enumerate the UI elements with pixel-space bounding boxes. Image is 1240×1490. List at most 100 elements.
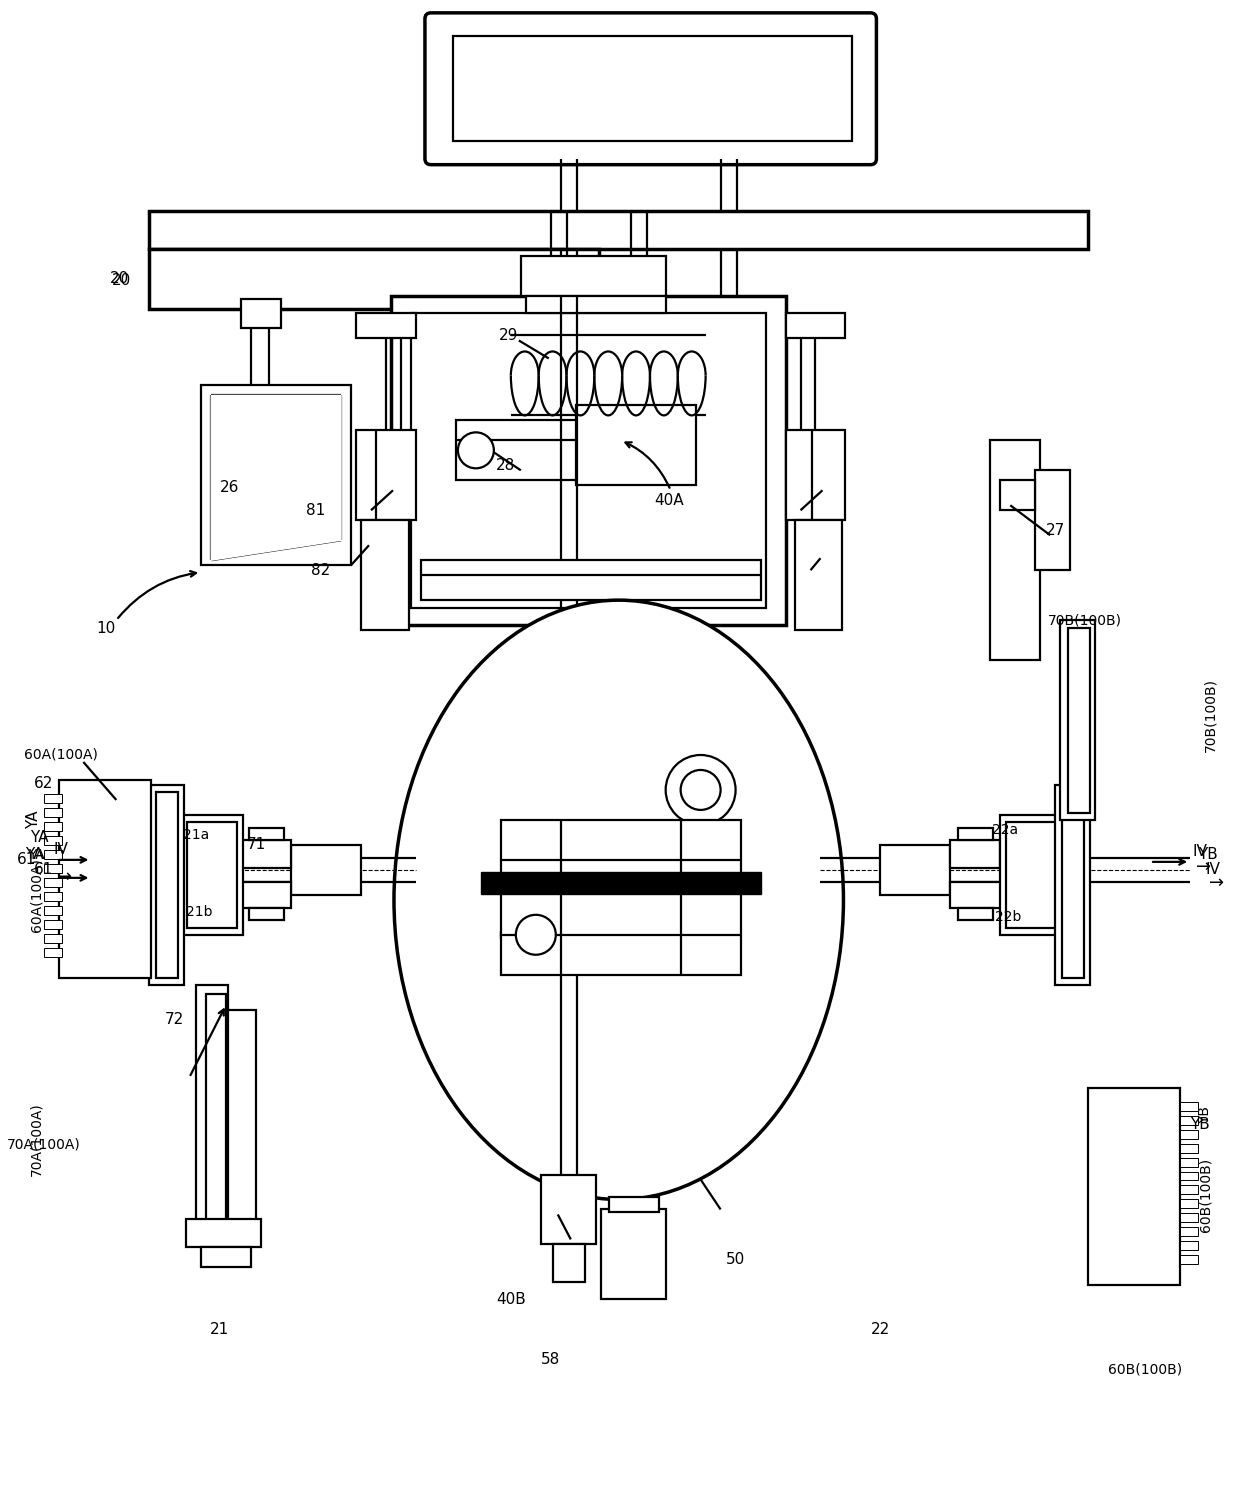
Text: YA: YA: [30, 830, 48, 845]
Text: 71: 71: [247, 837, 265, 852]
Bar: [991, 441, 1040, 660]
Circle shape: [681, 770, 720, 811]
Text: $\rightarrow$: $\rightarrow$: [1192, 857, 1211, 875]
Text: 21: 21: [210, 1322, 229, 1337]
Bar: [61, 796, 149, 806]
Bar: [1180, 1129, 1198, 1138]
Bar: [1090, 1188, 1178, 1198]
Text: 70B(100B): 70B(100B): [1048, 614, 1122, 627]
Bar: [1055, 785, 1090, 985]
Bar: [1063, 793, 1084, 977]
Bar: [1180, 1241, 1198, 1250]
Bar: [1090, 1131, 1178, 1141]
Bar: [186, 1219, 262, 1247]
Bar: [950, 840, 1001, 867]
Bar: [45, 836, 62, 845]
Bar: [959, 907, 993, 919]
Text: 27: 27: [1045, 523, 1065, 538]
Bar: [1090, 1201, 1178, 1211]
Bar: [61, 907, 149, 918]
Bar: [1090, 1089, 1178, 1100]
Bar: [61, 879, 149, 890]
Bar: [1180, 1101, 1198, 1110]
Text: 28: 28: [496, 457, 516, 472]
Bar: [526, 295, 666, 313]
Bar: [45, 934, 62, 943]
Bar: [61, 824, 149, 834]
Bar: [45, 893, 62, 901]
Text: YB: YB: [1190, 1118, 1210, 1132]
Text: 50: 50: [725, 1252, 745, 1266]
Bar: [453, 36, 852, 140]
Bar: [1180, 1171, 1198, 1180]
Bar: [201, 1247, 252, 1268]
Text: 60A(100A): 60A(100A): [25, 748, 98, 761]
Text: 40B: 40B: [496, 1292, 526, 1307]
Bar: [795, 520, 842, 630]
Bar: [410, 313, 765, 608]
Text: 20: 20: [112, 273, 131, 288]
Bar: [187, 822, 237, 928]
Bar: [1090, 1159, 1178, 1170]
Bar: [61, 852, 149, 861]
Bar: [1090, 1216, 1178, 1225]
Bar: [61, 837, 149, 848]
Bar: [45, 849, 62, 858]
Text: 60B(100B): 60B(100B): [1109, 1362, 1182, 1377]
Bar: [1035, 471, 1070, 571]
Text: YA: YA: [29, 848, 45, 861]
Bar: [61, 922, 149, 931]
Bar: [1060, 620, 1095, 820]
Bar: [1090, 1174, 1178, 1183]
Text: $\rightarrow$: $\rightarrow$: [53, 867, 73, 885]
Text: 62: 62: [33, 776, 53, 791]
Bar: [1180, 1213, 1198, 1222]
Bar: [1001, 480, 1035, 510]
Bar: [1180, 1186, 1198, 1195]
Text: 20: 20: [109, 271, 129, 286]
Bar: [228, 1010, 257, 1229]
Text: 70A(100A): 70A(100A): [6, 1137, 81, 1152]
Text: YB: YB: [1198, 1106, 1211, 1123]
Bar: [356, 313, 415, 338]
Bar: [61, 936, 149, 946]
Bar: [61, 811, 149, 820]
Bar: [391, 295, 785, 626]
Bar: [206, 994, 226, 1235]
Bar: [60, 779, 151, 977]
Bar: [1180, 1143, 1198, 1153]
Text: IV: IV: [1192, 845, 1207, 860]
Text: 40A: 40A: [653, 493, 683, 508]
Bar: [456, 420, 636, 480]
Bar: [181, 815, 243, 934]
Bar: [216, 420, 326, 520]
Text: IV: IV: [1205, 863, 1220, 878]
Bar: [45, 808, 62, 817]
Bar: [361, 520, 409, 630]
Bar: [356, 431, 415, 520]
Bar: [1180, 1256, 1198, 1265]
Bar: [521, 256, 666, 295]
Text: 81: 81: [306, 502, 326, 517]
Bar: [61, 964, 149, 974]
Bar: [201, 386, 351, 565]
Text: 61: 61: [33, 863, 53, 878]
Bar: [45, 822, 62, 831]
Bar: [149, 785, 185, 985]
Bar: [1180, 1116, 1198, 1125]
Text: 22b: 22b: [994, 910, 1022, 924]
Circle shape: [501, 900, 570, 970]
Bar: [481, 872, 760, 894]
Bar: [291, 845, 361, 895]
Circle shape: [516, 915, 556, 955]
Bar: [1090, 1118, 1178, 1128]
Bar: [249, 907, 284, 919]
Bar: [61, 782, 149, 793]
Bar: [61, 949, 149, 960]
Bar: [600, 1210, 666, 1299]
Bar: [1090, 1244, 1178, 1253]
Bar: [156, 793, 179, 977]
Bar: [1090, 1104, 1178, 1113]
Text: 60A(100A): 60A(100A): [30, 858, 43, 931]
Text: 21b: 21b: [186, 904, 212, 919]
